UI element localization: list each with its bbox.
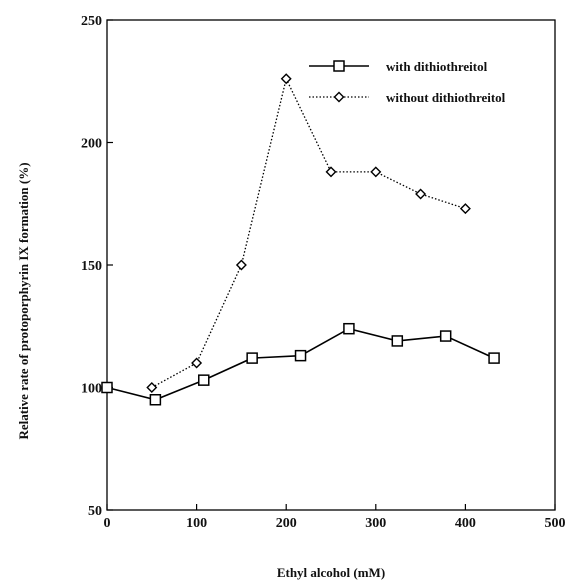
x-tick-label: 0 [104,516,111,531]
y-axis-title: Relative rate of protoporphyrin IX forma… [16,162,31,439]
data-point-diamond [459,203,471,215]
data-point-square [488,352,500,364]
data-point-diamond [280,73,292,85]
data-point-square [101,381,113,394]
x-axis-title: Ethyl alcohol (mM) [277,565,385,580]
data-point-diamond [370,166,382,178]
y-tick-label: 250 [81,14,102,29]
data-point-square [333,60,345,72]
data-point-square [343,322,355,335]
series-line-0 [106,327,495,401]
data-point-diamond [191,357,203,369]
data-point-square [149,394,162,406]
x-tick-label: 200 [276,516,297,531]
series-line-1 [151,76,466,389]
markers [101,73,500,406]
legend: with dithiothreitol without dithiothreito… [309,59,506,105]
data-point-diamond [325,166,337,178]
legend-label-1: without dithiothreitol [386,90,506,105]
x-tick-label: 500 [545,516,566,531]
y-tick-label: 200 [81,137,102,152]
data-point-square [439,330,452,342]
data-point-diamond [146,382,158,393]
y-tick-label: 100 [81,382,102,397]
data-point-diamond [333,91,345,103]
data-point-square [246,352,258,364]
y-tick-label: 150 [81,259,102,274]
data-point-square [198,374,210,386]
data-point-square [391,335,404,347]
data-point-square [294,349,307,362]
data-point-diamond [235,259,247,271]
y-tick-label: 50 [88,504,102,519]
data-point-diamond [415,188,427,200]
x-tick-label: 100 [186,516,207,531]
x-tick-label: 300 [365,516,386,531]
legend-label-0: with dithiothreitol [386,59,488,74]
ticks: 0 100 200 300 400 500 50 100 150 200 250 [81,14,566,531]
x-tick-label: 400 [455,516,476,531]
